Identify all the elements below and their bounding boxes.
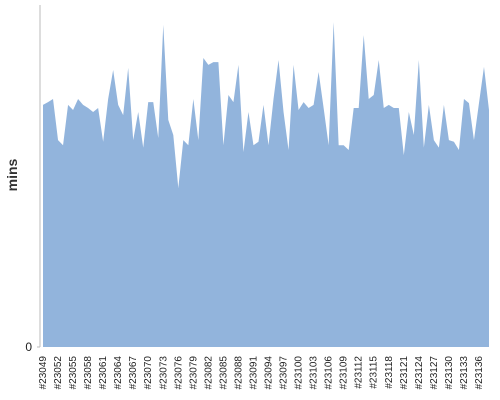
x-tick-label: #23109 bbox=[339, 356, 350, 390]
x-tick-label: #23049 bbox=[38, 356, 49, 390]
x-tick-label: #23130 bbox=[444, 356, 455, 390]
x-tick-label: #23118 bbox=[384, 356, 395, 389]
x-tick-label: #23106 bbox=[324, 356, 335, 390]
x-tick-label: #23136 bbox=[474, 356, 485, 390]
x-tick-label: #23091 bbox=[248, 356, 259, 390]
x-tick-label: #23055 bbox=[68, 356, 79, 390]
x-tick-label: #23085 bbox=[218, 356, 229, 390]
x-tick-label: #23079 bbox=[188, 356, 199, 390]
x-tick-label: #23127 bbox=[429, 356, 440, 390]
x-tick-label: #23115 bbox=[369, 356, 380, 389]
x-tick-label: #23088 bbox=[233, 356, 244, 390]
x-tick-label: #23076 bbox=[173, 356, 184, 390]
x-tick-label: #23121 bbox=[399, 356, 410, 390]
x-tick-label: #23124 bbox=[414, 356, 425, 390]
x-tick-label: #23064 bbox=[113, 356, 124, 390]
x-tick-label: #23067 bbox=[128, 356, 139, 390]
x-tick-label: #23070 bbox=[143, 356, 154, 390]
x-tick-label: #23052 bbox=[53, 356, 64, 390]
x-tick-label: #23058 bbox=[83, 356, 94, 390]
y-axis-label: mins bbox=[4, 158, 20, 191]
x-tick-label: #23097 bbox=[279, 356, 290, 390]
x-tick-label: #23082 bbox=[203, 356, 214, 390]
x-tick-label: #23100 bbox=[294, 356, 305, 390]
x-tick-label: #23061 bbox=[98, 356, 109, 390]
x-tick-label: #23073 bbox=[158, 356, 169, 390]
x-tick-label: #23112 bbox=[354, 356, 365, 389]
area bbox=[43, 22, 489, 347]
x-tick-label: #23094 bbox=[264, 356, 275, 390]
x-tick-label: #23103 bbox=[309, 356, 320, 390]
y-tick-label: 0 bbox=[25, 340, 32, 354]
x-tick-label: #23133 bbox=[459, 356, 470, 390]
